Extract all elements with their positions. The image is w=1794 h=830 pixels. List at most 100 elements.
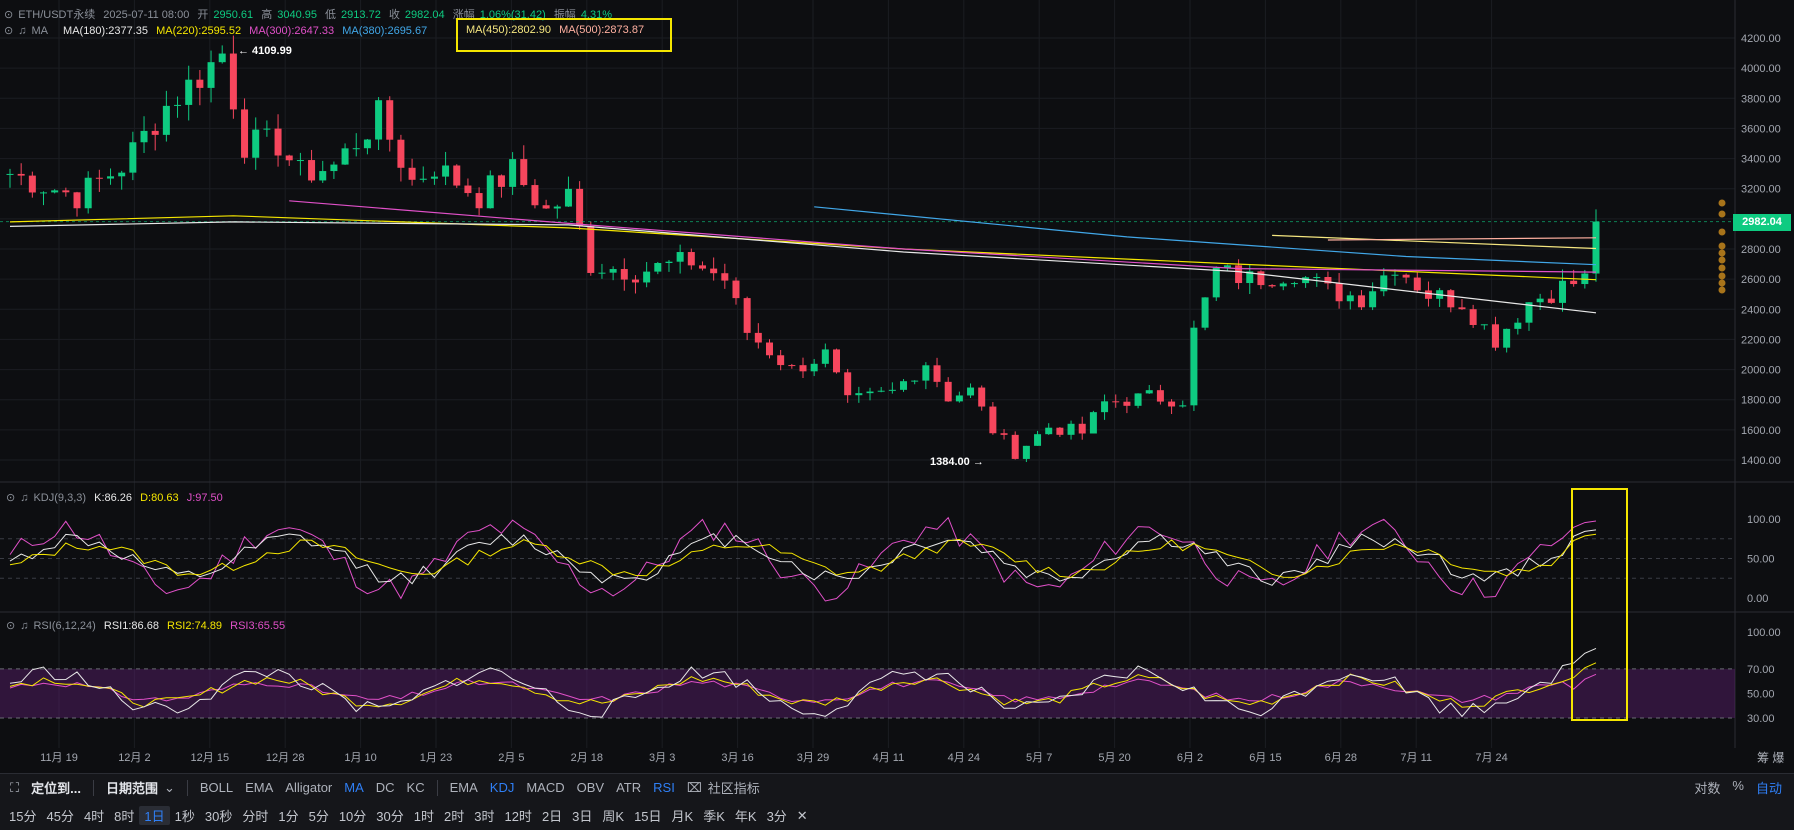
close-icon[interactable]: ✕ (796, 807, 808, 823)
indicator-alligator[interactable]: Alligator (285, 780, 333, 795)
interval-10[interactable]: 10分 (338, 809, 367, 824)
interval-6[interactable]: 30秒 (204, 809, 233, 824)
interval-0[interactable]: 15分 (9, 809, 37, 824)
interval-7[interactable]: 分时 (242, 809, 269, 824)
locate-icon[interactable]: ⛶ (10, 779, 20, 795)
rsi3-value: RSI3:65.55 (230, 620, 286, 632)
corner-label[interactable]: 筹 爆 (1757, 751, 1785, 765)
candle (1000, 433, 1008, 435)
interval-12[interactable]: 1时 (413, 809, 434, 824)
interval-17[interactable]: 3日 (572, 809, 593, 824)
candle (285, 155, 293, 161)
sub-indicator-rsi[interactable]: RSI (653, 780, 675, 795)
scale-option-1[interactable]: % (1732, 778, 1744, 793)
indicator-boll[interactable]: BOLL (199, 780, 234, 795)
bell-icon[interactable]: ♫ (20, 620, 29, 632)
interval-18[interactable]: 周K (602, 809, 625, 824)
collapse-icon[interactable]: ⊙ (6, 492, 16, 504)
interval-15[interactable]: 12时 (504, 809, 532, 824)
scale-option-2[interactable]: 自动 (1755, 781, 1782, 796)
kdj-tick-label: 0.00 (1747, 593, 1768, 605)
candle (95, 177, 103, 179)
ma-line-ma180 (9, 221, 1597, 314)
candle (1112, 401, 1120, 403)
candle (509, 159, 517, 187)
close-value: 2982.04 (404, 9, 445, 21)
collapse-icon[interactable]: ⊙ (6, 620, 16, 632)
locate-button[interactable]: 定位到... (31, 781, 81, 796)
interval-20[interactable]: 月K (671, 809, 694, 824)
interval-9[interactable]: 5分 (308, 809, 329, 824)
indicator-kc[interactable]: KC (406, 780, 425, 795)
community-indicator-button[interactable]: 社区指标 (707, 781, 760, 796)
kdj-legend: ⊙ ♫ KDJ(9,3,3) K:86.26 D:80.63 J:97.50 (6, 492, 223, 504)
interval-11[interactable]: 30分 (376, 809, 404, 824)
indicator-ema[interactable]: EMA (245, 780, 274, 795)
candle (743, 298, 751, 333)
time-tick-label: 12月 28 (266, 752, 305, 764)
collapse-icon[interactable]: ⊙ (4, 9, 14, 21)
interval-1[interactable]: 45分 (46, 809, 74, 824)
interval-4[interactable]: 1日 (139, 806, 170, 825)
candle (375, 100, 383, 140)
date-range-button[interactable]: 日期范围 (105, 781, 158, 796)
bell-icon[interactable]: ♫ (18, 25, 27, 37)
candle (241, 109, 249, 158)
candle (1536, 298, 1544, 303)
sub-indicator-kdj[interactable]: KDJ (489, 780, 515, 795)
candle (866, 391, 874, 394)
candle (229, 53, 237, 110)
chart-canvas[interactable]: 4200.00 4000.00 3800.00 3600.00 3400.00 3200.… (0, 0, 1794, 773)
chevron-down-icon[interactable]: ⌄ (163, 779, 175, 795)
bell-icon[interactable]: ♫ (20, 492, 29, 504)
time-tick-label: 4月 24 (948, 752, 980, 764)
candle (1592, 221, 1600, 274)
candle (475, 193, 483, 209)
indicator-dc[interactable]: DC (375, 780, 395, 795)
interval-8[interactable]: 1分 (278, 809, 299, 824)
candle (1257, 271, 1265, 286)
collapse-icon[interactable]: ⊙ (4, 25, 14, 37)
interval-3[interactable]: 8时 (114, 809, 135, 824)
kdj-k-value: K:86.26 (94, 492, 133, 504)
sub-indicator-ema[interactable]: EMA (449, 780, 478, 795)
interval-21[interactable]: 季K (703, 809, 725, 824)
candle (1279, 283, 1287, 287)
scale-option-0[interactable]: 对数 (1694, 781, 1721, 796)
candle (1045, 427, 1053, 435)
interval-2[interactable]: 4时 (83, 809, 105, 824)
sub-indicator-macd[interactable]: MACD (526, 780, 565, 795)
candle (1335, 283, 1343, 302)
candle (1503, 328, 1511, 348)
interval-5[interactable]: 1秒 (174, 809, 195, 824)
price-tick-label: 2600.00 (1741, 274, 1781, 286)
candle (1078, 423, 1086, 434)
price-tick-label: 1600.00 (1741, 425, 1781, 437)
sub-indicator-atr[interactable]: ATR (616, 780, 642, 795)
rsi-tick-label: 100.00 (1747, 627, 1781, 639)
interval-22[interactable]: 年K (734, 809, 757, 824)
interval-14[interactable]: 3时 (474, 809, 495, 824)
low-annotation: 1384.00 → (930, 456, 984, 468)
interval-13[interactable]: 2时 (444, 809, 465, 824)
candle (107, 176, 115, 179)
candle (609, 269, 617, 273)
price-tick-label: 2400.00 (1741, 304, 1781, 316)
price-tick-label: 3800.00 (1741, 93, 1781, 105)
indicator-ma[interactable]: MA (344, 780, 364, 795)
ma220-value: MA(220):2595.52 (156, 25, 242, 37)
candle (6, 173, 14, 175)
interval-23[interactable]: 3分 (766, 809, 787, 824)
candle (721, 273, 729, 281)
candle (754, 332, 762, 343)
interval-19[interactable]: 15日 (634, 809, 662, 824)
candle (1491, 324, 1499, 348)
candle (363, 139, 371, 149)
sub-indicator-obv[interactable]: OBV (576, 780, 605, 795)
interval-16[interactable]: 2日 (541, 809, 563, 824)
candle (531, 185, 539, 206)
time-tick-label: 3月 3 (649, 752, 675, 764)
community-indicator-icon[interactable]: ⌧ (686, 779, 702, 795)
candle (520, 159, 528, 186)
candle (788, 365, 796, 367)
